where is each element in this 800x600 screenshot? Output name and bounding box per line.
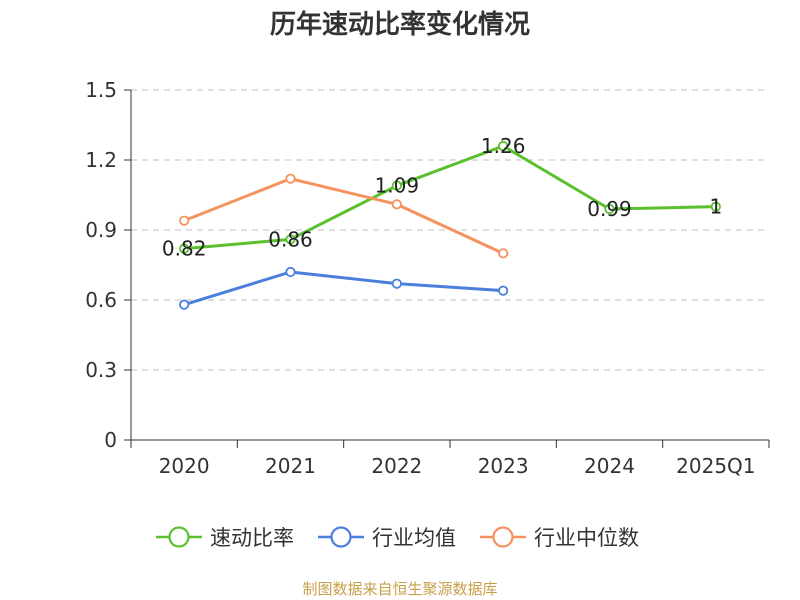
y-tick-label: 0.3: [85, 358, 117, 382]
data-point: [285, 266, 296, 278]
data-point: [391, 199, 402, 210]
axes: 0 0.3 0.6 0.9 1.2 1.5 2020 2021 2022 2023 2024 2025…: [85, 78, 770, 478]
data-point: [391, 278, 402, 289]
legend-marker: [492, 526, 514, 548]
data-point: [179, 215, 190, 226]
series: [179, 140, 721, 310]
legend-label: 行业中位数: [534, 526, 639, 550]
chart-title: 历年速动比率变化情况: [269, 10, 530, 40]
legend-marker: [330, 526, 352, 548]
data-point: [285, 234, 296, 245]
x-tick-label: 2023: [478, 454, 529, 478]
data-label: 0.82: [162, 237, 207, 261]
series-line: [184, 144, 716, 251]
x-tick-label: 2021: [265, 454, 316, 478]
y-tick-label: 1.5: [85, 78, 117, 102]
data-point: [179, 243, 190, 254]
data-point: [498, 285, 509, 296]
data-labels: 0.82 0.86 1.09 1.26 0.99 1: [162, 134, 722, 261]
data-point: [498, 140, 509, 152]
data-point: [710, 201, 721, 212]
data-point: [391, 180, 402, 191]
x-tick-label: 2022: [371, 454, 422, 478]
legend-marker: [168, 526, 190, 548]
data-label: 0.86: [268, 227, 313, 251]
data-label: 1.26: [481, 134, 526, 158]
data-label: 0.99: [587, 197, 632, 221]
x-tick-label: 2025Q1: [676, 454, 755, 478]
legend-label: 速动比率: [210, 526, 294, 550]
y-tick-label: 0.6: [85, 288, 117, 312]
y-tick-label: 0.9: [85, 218, 117, 242]
legend: 速动比率 行业均值 行业中位数: [156, 526, 639, 550]
data-label: 1.09: [375, 174, 420, 198]
y-tick-label: 1.2: [85, 148, 117, 172]
data-point: [285, 173, 296, 184]
x-tick-label: 2024: [584, 454, 635, 478]
legend-label: 行业均值: [372, 526, 456, 550]
data-point: [498, 248, 509, 259]
y-tick-label: 0: [104, 428, 117, 452]
data-point: [604, 203, 615, 215]
source-note: 制图数据来自恒生聚源数据库: [302, 580, 498, 598]
x-tick-label: 2020: [159, 454, 210, 478]
series-line: [183, 270, 504, 307]
series-line: [183, 177, 504, 255]
data-label: 1: [709, 195, 722, 219]
data-point: [179, 299, 190, 310]
